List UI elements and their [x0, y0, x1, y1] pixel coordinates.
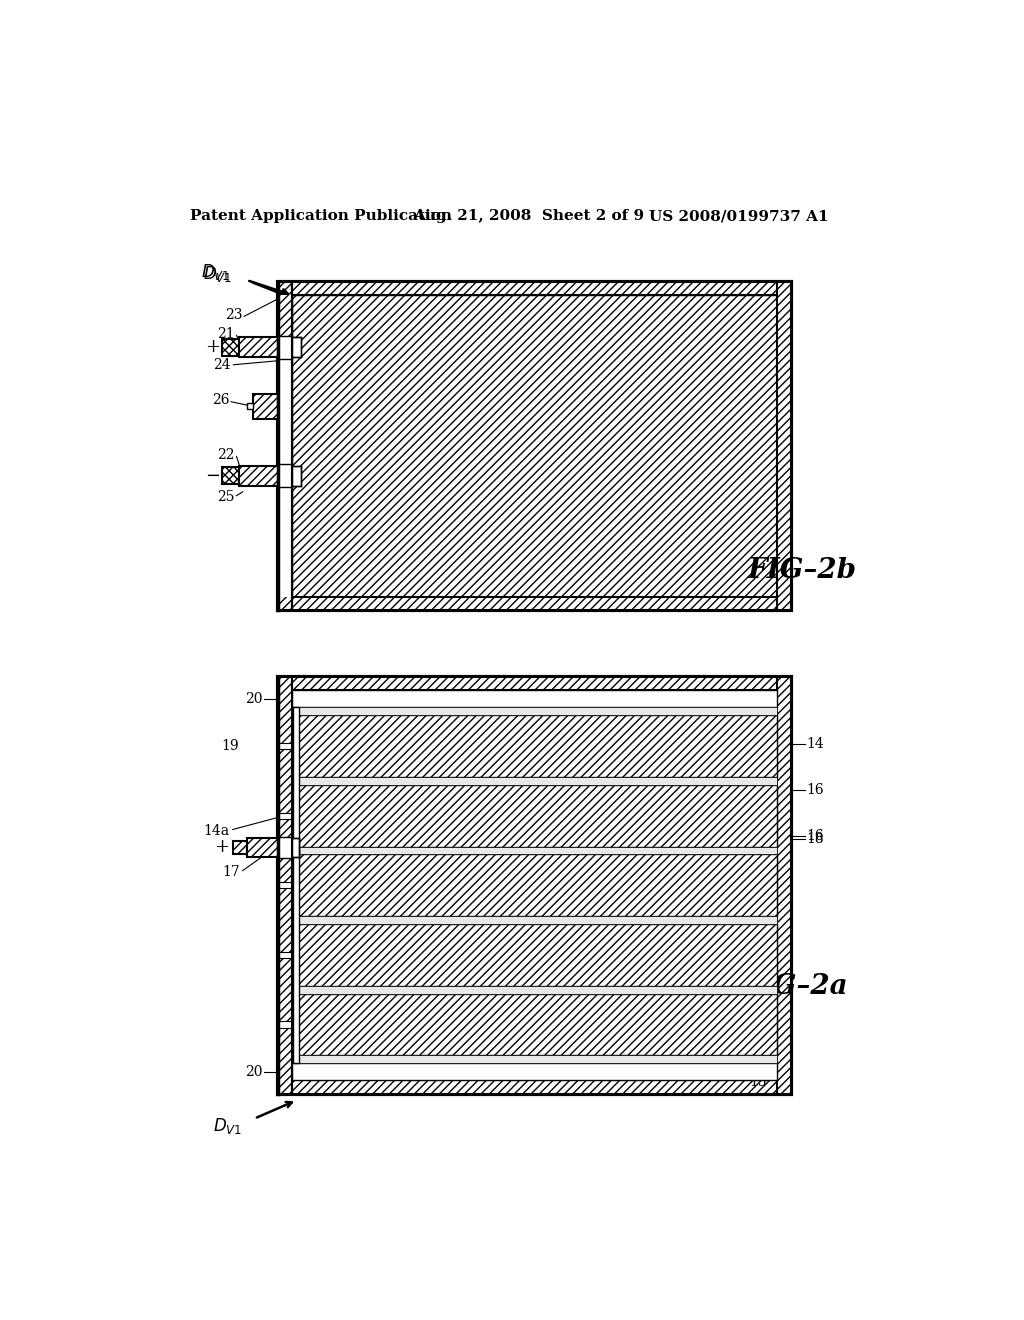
Text: $D_{V1}$: $D_{V1}$: [203, 264, 231, 284]
Bar: [247, 838, 278, 857]
Bar: [278, 296, 292, 337]
Bar: [278, 597, 791, 610]
Text: +: +: [214, 838, 229, 855]
Bar: [278, 281, 791, 610]
Bar: [292, 777, 776, 784]
Bar: [278, 743, 292, 750]
Bar: [292, 1056, 776, 1063]
Bar: [292, 337, 301, 358]
Bar: [278, 1080, 791, 1094]
Text: −: −: [205, 467, 220, 484]
Bar: [292, 708, 776, 715]
Bar: [278, 335, 293, 359]
Text: Aug. 21, 2008  Sheet 2 of 9: Aug. 21, 2008 Sheet 2 of 9: [414, 209, 644, 223]
Text: 22: 22: [217, 447, 234, 462]
Text: 19: 19: [221, 739, 239, 754]
Text: 24: 24: [213, 358, 231, 372]
Bar: [278, 677, 292, 1094]
Bar: [278, 281, 791, 296]
Bar: [278, 837, 293, 858]
Bar: [278, 465, 293, 487]
Bar: [222, 339, 239, 355]
Bar: [292, 784, 776, 846]
Text: 14a: 14a: [204, 824, 229, 838]
Bar: [292, 846, 776, 854]
Text: $D_{V1}$: $D_{V1}$: [201, 263, 230, 282]
Bar: [232, 841, 247, 854]
Text: 16: 16: [806, 829, 823, 843]
Text: FIG–2b: FIG–2b: [748, 557, 857, 583]
Bar: [253, 395, 278, 418]
Text: 16: 16: [806, 783, 823, 797]
Text: 14: 14: [806, 737, 824, 751]
Bar: [292, 690, 776, 708]
Text: +: +: [205, 338, 220, 356]
Bar: [278, 677, 791, 690]
Bar: [278, 356, 292, 597]
Text: 15: 15: [750, 1076, 767, 1089]
Text: 17: 17: [222, 865, 241, 879]
Bar: [293, 708, 299, 1063]
Text: $D_{V1}$: $D_{V1}$: [213, 1117, 242, 1137]
Text: 21: 21: [217, 327, 234, 341]
Bar: [247, 404, 253, 409]
Bar: [292, 838, 299, 857]
Bar: [278, 1022, 292, 1027]
Text: Patent Application Publication: Patent Application Publication: [190, 209, 452, 223]
Bar: [292, 296, 776, 597]
Text: 23: 23: [225, 308, 243, 322]
Text: 20: 20: [245, 692, 262, 706]
Bar: [292, 466, 301, 486]
Bar: [222, 467, 239, 484]
Bar: [776, 281, 791, 610]
Bar: [292, 986, 776, 994]
Text: 20: 20: [245, 1065, 262, 1078]
Bar: [292, 854, 776, 916]
Bar: [239, 337, 278, 358]
Text: FIG–2a: FIG–2a: [740, 973, 848, 999]
Text: 26: 26: [212, 393, 229, 407]
Text: 18: 18: [806, 832, 823, 846]
Bar: [776, 677, 791, 1094]
Bar: [292, 715, 776, 777]
Bar: [292, 1063, 776, 1080]
Bar: [278, 677, 791, 1094]
Bar: [292, 924, 776, 986]
Bar: [292, 916, 776, 924]
Text: 25: 25: [217, 490, 234, 504]
Text: US 2008/0199737 A1: US 2008/0199737 A1: [649, 209, 828, 223]
Bar: [278, 281, 292, 610]
Bar: [239, 466, 278, 486]
Bar: [278, 952, 292, 958]
Bar: [278, 813, 292, 818]
Bar: [292, 994, 776, 1056]
Bar: [278, 882, 292, 888]
